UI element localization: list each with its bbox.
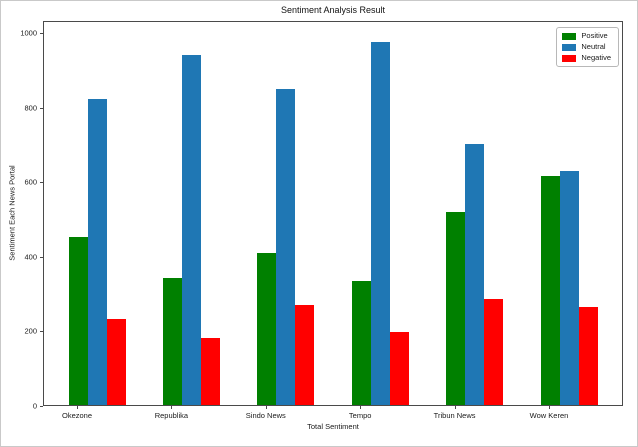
legend-label: Negative [581, 53, 611, 62]
legend-swatch-icon [562, 43, 577, 51]
y-tick-label: 1000 [20, 28, 37, 38]
bar-positive-wow-keren [540, 175, 560, 405]
legend-swatch-icon [562, 54, 577, 62]
bar-positive-sindo-news [257, 252, 277, 405]
x-tick-label: Sindo News [245, 411, 286, 420]
legend-label: Positive [581, 31, 608, 40]
bar-neutral-sindo-news [276, 88, 296, 405]
y-tick-mark [40, 33, 43, 35]
bar-positive-tribun-news [446, 211, 466, 405]
y-tick-mark [40, 406, 43, 407]
bar-positive-republika [162, 278, 182, 405]
y-tick-label: 400 [24, 252, 37, 262]
y-tick-mark [40, 331, 43, 333]
bar-negative-wow-keren [578, 307, 598, 405]
y-tick-label: 800 [24, 103, 37, 113]
x-tick-label: Tribun News [433, 411, 476, 420]
x-tick-label: Wow Keren [529, 411, 569, 420]
bar-negative-tempo [389, 331, 409, 405]
x-tick-label: Tempo [348, 411, 372, 420]
bar-negative-sindo-news [295, 305, 315, 405]
chart-title: Sentiment Analysis Result [280, 5, 386, 15]
x-tick-mark [360, 406, 362, 409]
bar-positive-okezone [68, 237, 88, 405]
y-tick-mark [40, 256, 43, 258]
bar-neutral-okezone [87, 98, 107, 405]
x-tick-mark [265, 406, 267, 409]
x-tick-mark [77, 406, 78, 409]
y-tick-mark [40, 182, 43, 184]
legend-swatch-icon [562, 32, 577, 40]
bar-neutral-tribun-news [465, 144, 485, 405]
bar-negative-republika [200, 337, 220, 405]
x-tick-label: Okezone [61, 411, 93, 420]
x-tick-mark [549, 406, 550, 409]
bar-negative-tribun-news [484, 299, 504, 405]
y-tick-label: 200 [24, 326, 37, 336]
bar-positive-tempo [351, 280, 371, 405]
x-axis-label: Total Sentiment [307, 422, 359, 431]
bar-negative-okezone [106, 319, 126, 405]
legend-item-positive: Positive [562, 32, 611, 40]
legend: Positive Neutral Negative [556, 27, 619, 67]
bar-neutral-wow-keren [559, 171, 579, 405]
legend-item-negative: Negative [562, 54, 611, 62]
y-tick-label: 600 [24, 177, 37, 187]
plot-area: Positive Neutral Negative [43, 21, 623, 406]
x-tick-label: Republika [154, 411, 189, 420]
bar-neutral-republika [181, 55, 201, 405]
y-tick-mark [40, 107, 43, 109]
y-tick-label: 0 [32, 401, 37, 411]
legend-label: Neutral [581, 42, 606, 51]
bar-neutral-tempo [370, 42, 390, 405]
x-tick-mark [454, 406, 456, 409]
x-tick-mark [171, 406, 173, 409]
legend-item-neutral: Neutral [562, 43, 611, 51]
